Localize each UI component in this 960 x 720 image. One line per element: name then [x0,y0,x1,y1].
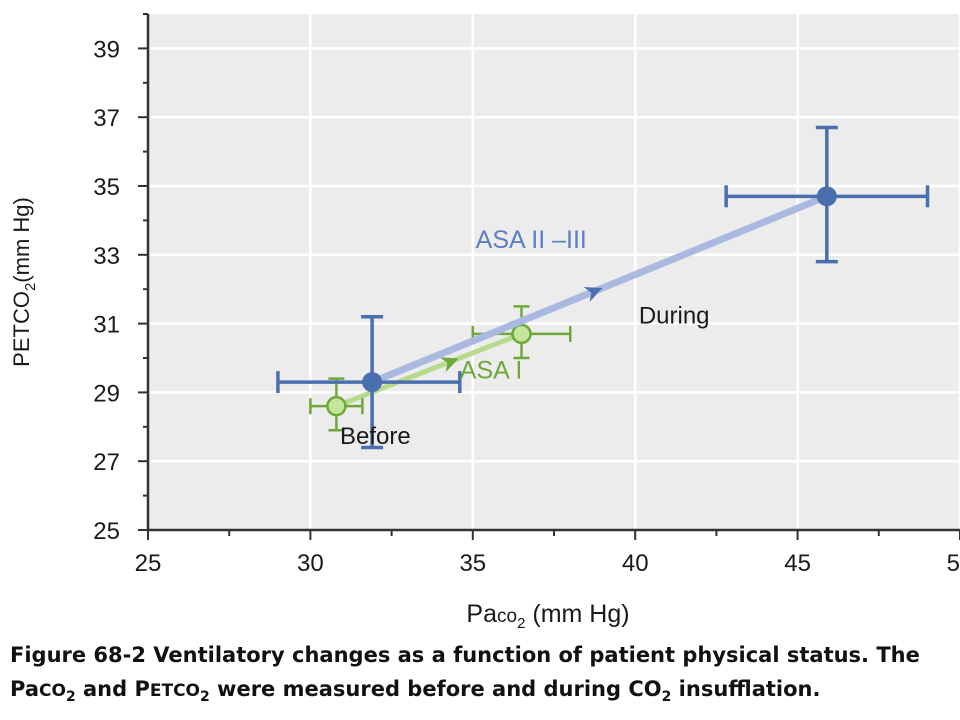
x-tick-label: 30 [297,550,324,577]
y-axis-label: PETCO2(mm Hg) [9,197,39,367]
y-tick-label: 25 [93,518,120,545]
y-tick-label: 39 [93,36,120,63]
caption-line-2: PaCO2 and PETCO2 were measured before an… [10,677,821,706]
x-tick-label: 40 [622,550,649,577]
x-tick-label: 50 [947,550,960,577]
asa-i-point-during [471,305,572,360]
y-tick-label: 37 [93,105,120,132]
x-axis-label: Paco2 (mm Hg) [466,600,629,632]
y-tick-label: 29 [93,380,120,407]
x-tick-label: 45 [784,550,811,577]
plot-area [148,14,960,530]
figure-caption: Figure 68-2 Ventilatory changes as a fun… [10,638,950,708]
asa-ii-iii-point-before [276,314,462,450]
chart-figure: 25 27 29 31 33 35 37 39 25 30 35 40 45 50 Before Duri… [9,13,960,632]
series-label-asa-i: ASA I [460,357,523,385]
annotation-during: During [639,303,710,330]
series-asa-i [309,305,572,432]
data-point-marker [816,186,837,207]
y-tick-label: 33 [93,243,120,270]
asa-ii-iii-arrowhead [583,287,603,302]
annotation-before: Before [340,423,411,450]
data-point-marker [326,395,347,417]
caption-line-1: Figure 68-2 Ventilatory changes as a fun… [10,643,920,667]
grid-lines [148,14,960,530]
asa-i-point-before [309,377,364,432]
y-tick-label: 35 [93,174,120,201]
tick-labels: 25 27 29 31 33 35 37 39 25 30 35 40 45 50 [93,36,960,577]
axes [138,13,960,540]
asa-i-trend-line [333,331,525,409]
x-tick-label: 35 [459,550,486,577]
asa-ii-iii-point-during [724,125,930,264]
data-point-marker [511,323,532,345]
x-tick-label: 25 [135,550,162,577]
data-point-marker [362,372,383,393]
y-tick-label: 27 [93,449,120,476]
series-layer [276,125,930,450]
series-label-asa-ii-iii: ASA II –III [476,226,587,254]
series-asa-ii-iii [276,125,930,450]
asa-i-arrowhead [439,357,459,373]
y-tick-label: 31 [93,312,120,339]
